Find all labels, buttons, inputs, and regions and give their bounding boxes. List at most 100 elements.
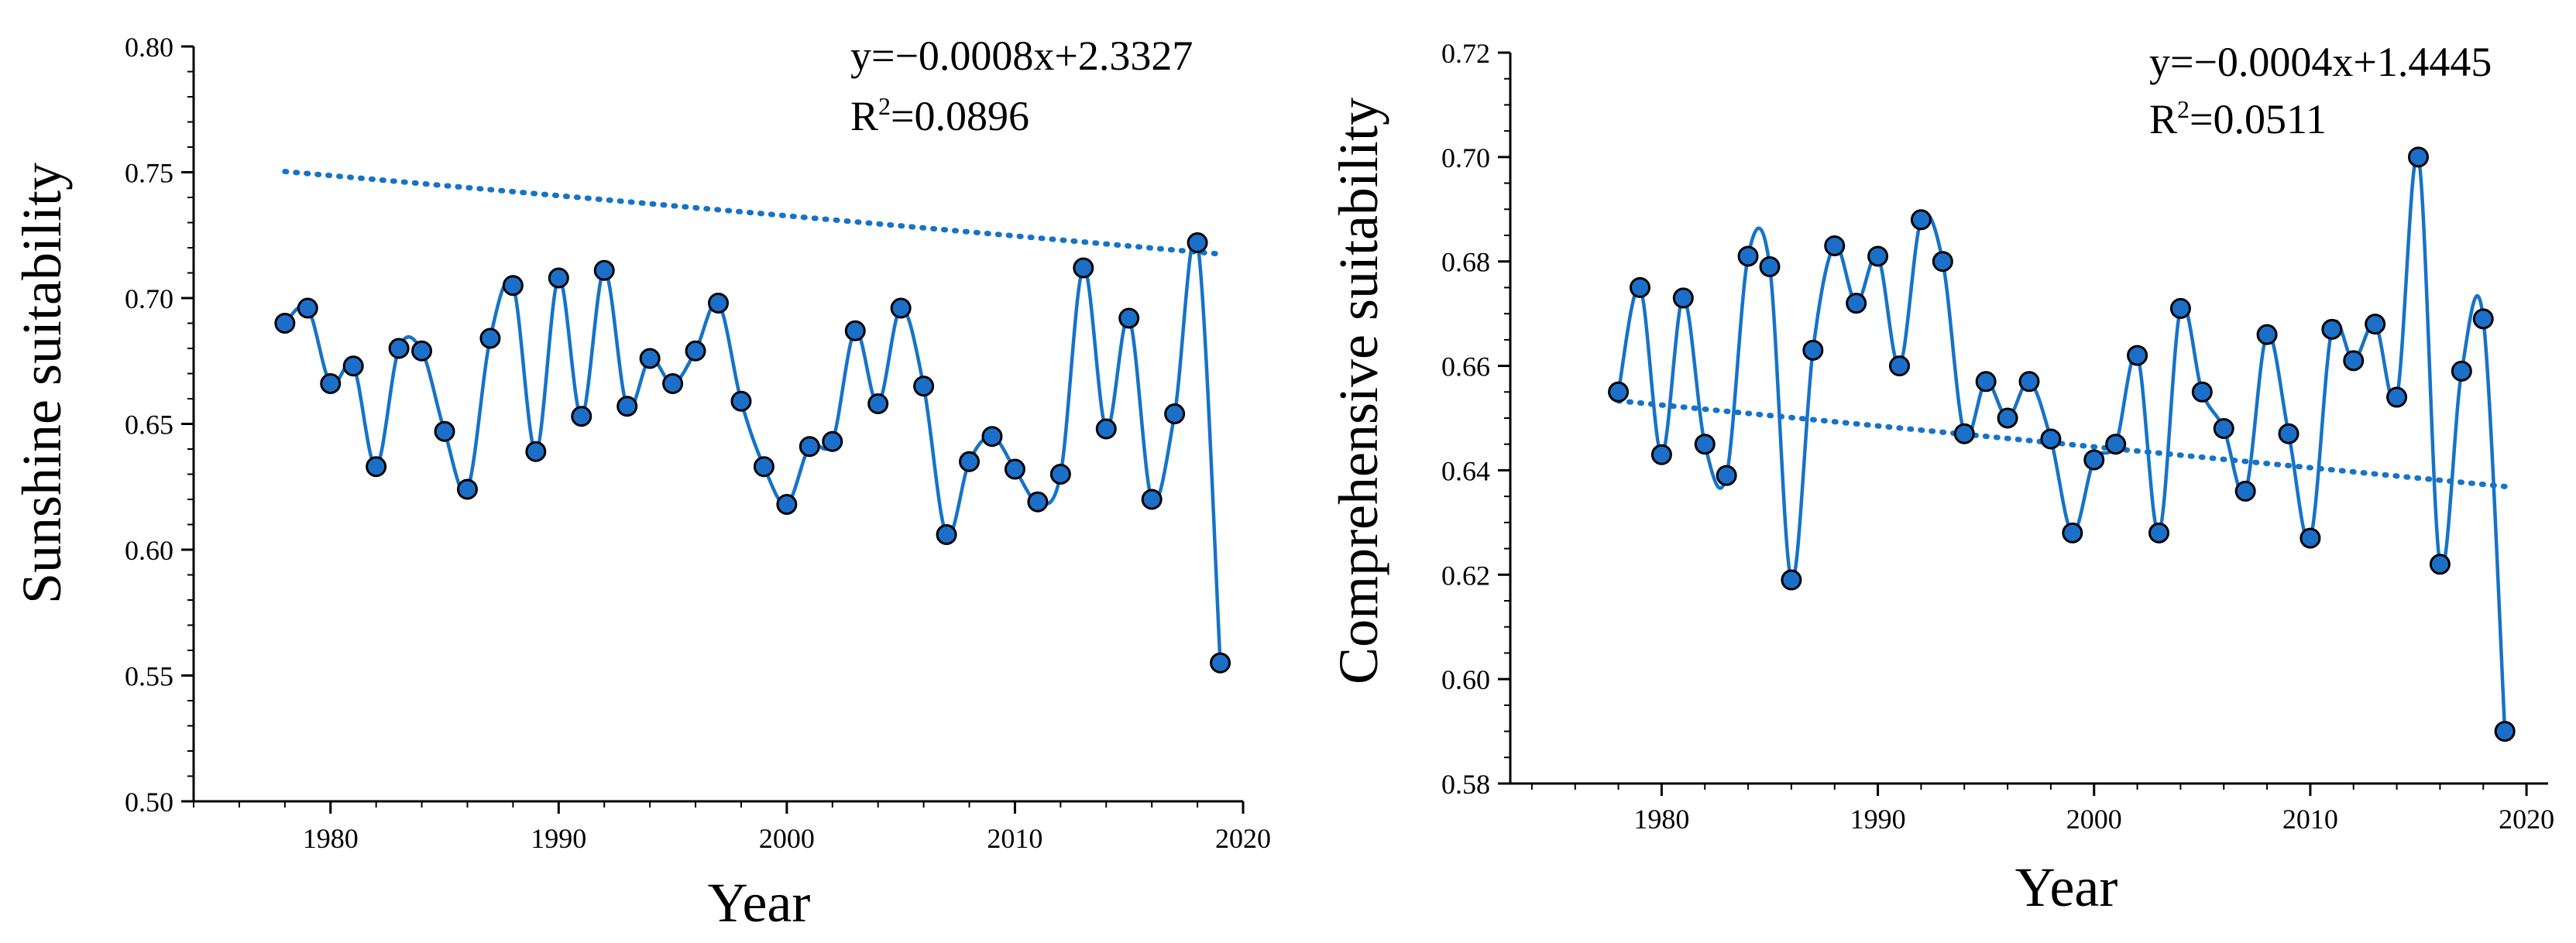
data-point-left <box>867 393 889 414</box>
y-tick-label-left: 0.80 <box>125 32 173 63</box>
data-point-left <box>456 478 478 500</box>
x-axis-title-left: Year <box>708 872 811 934</box>
data-point-left <box>776 494 798 515</box>
r-squared-right: R2=0.0511 <box>2149 95 2327 142</box>
y-tick-label-right: 0.60 <box>1441 664 1490 695</box>
y-tick-label-left: 0.75 <box>125 158 173 189</box>
y-tick-label-right: 0.64 <box>1441 455 1490 486</box>
trend-equation-left: y=−0.0008x+2.3327 <box>850 33 1193 79</box>
trend-equation-right: y=−0.0004x+1.4445 <box>2149 39 2492 85</box>
data-point-left <box>617 396 638 417</box>
data-point-right <box>1846 293 1867 314</box>
data-point-left <box>434 420 455 442</box>
x-tick-label-left: 2010 <box>987 823 1042 854</box>
y-tick-label-right: 0.58 <box>1441 769 1490 800</box>
y-tick-label-right: 0.72 <box>1441 38 1490 69</box>
r-squared-superscript-left: 2 <box>878 92 891 120</box>
data-point-right <box>2300 527 2321 549</box>
data-point-left <box>844 320 866 341</box>
data-point-left <box>320 373 342 394</box>
data-point-right <box>2018 371 2040 393</box>
y-tick-label-right: 0.66 <box>1441 351 1490 382</box>
data-point-right <box>1781 569 1802 591</box>
y-axis-title-right: Comprehensive suitability <box>1327 98 1389 684</box>
r-squared-value-left: =0.0896 <box>891 93 1029 139</box>
data-point-right <box>1932 251 1953 273</box>
sunshine-suitability-chart: y=−0.0008x+2.3327 R2=0.0896 Sunshine sui… <box>11 32 1271 934</box>
data-point-left <box>730 390 752 412</box>
y-tick-label-left: 0.55 <box>125 661 173 692</box>
data-point-left <box>685 340 706 362</box>
data-point-left <box>274 313 296 334</box>
data-point-left <box>913 375 935 397</box>
y-tick-label-left: 0.60 <box>125 535 173 566</box>
data-point-right <box>1802 339 1824 361</box>
x-tick-label-left: 1980 <box>303 823 359 854</box>
series-line-left <box>283 234 1222 664</box>
data-point-left <box>366 456 387 478</box>
data-point-right <box>2365 314 2386 335</box>
data-point-left <box>1073 257 1094 279</box>
data-point-right <box>1910 209 1932 231</box>
data-point-right <box>2040 428 2062 450</box>
data-point-left <box>936 524 957 545</box>
data-point-left <box>1004 458 1025 480</box>
data-point-left <box>1187 232 1208 253</box>
data-point-right <box>1694 434 1716 455</box>
data-point-right <box>1759 255 1781 277</box>
data-point-left <box>411 340 433 362</box>
data-point-right <box>1824 235 1846 256</box>
x-tick-label-right: 1980 <box>1633 804 1689 835</box>
data-point-left <box>525 441 547 462</box>
data-point-right <box>1608 381 1630 403</box>
data-point-right <box>2408 146 2429 168</box>
x-tick-label-right: 2010 <box>2282 804 2338 835</box>
y-tick-label-right: 0.70 <box>1441 142 1490 173</box>
data-point-left <box>639 348 661 369</box>
data-point-right <box>2148 522 2169 544</box>
r-squared-symbol-left: R <box>850 93 878 139</box>
data-point-right <box>2343 350 2365 372</box>
y-tick-label-right: 0.68 <box>1441 247 1490 278</box>
data-point-right <box>1630 276 1650 298</box>
data-point-left <box>571 406 592 427</box>
data-point-left <box>1210 652 1231 674</box>
data-point-right <box>2321 318 2343 340</box>
data-point-right <box>2105 434 2127 455</box>
data-point-right <box>2062 522 2083 544</box>
data-point-left <box>822 430 843 452</box>
data-point-right <box>2169 297 2191 319</box>
y-axis-title-left: Sunshine suitability <box>11 163 73 604</box>
x-tick-label-right: 2000 <box>2066 804 2122 835</box>
data-point-right <box>2386 386 2408 408</box>
data-point-right <box>2213 417 2234 439</box>
data-point-left <box>799 436 820 458</box>
data-point-left <box>708 293 729 314</box>
data-point-right <box>2256 324 2278 345</box>
data-point-right <box>1737 245 1759 267</box>
data-point-right <box>1953 423 1975 444</box>
data-point-left <box>1164 403 1186 424</box>
x-tick-label-right: 2020 <box>2499 804 2554 835</box>
data-point-right <box>1867 245 1889 267</box>
data-point-left <box>297 297 318 319</box>
data-point-left <box>753 456 775 478</box>
r-squared-symbol-right: R <box>2149 96 2177 142</box>
data-point-right <box>1997 407 2018 429</box>
y-tick-label-left: 0.70 <box>125 283 173 314</box>
data-point-right <box>2494 721 2516 742</box>
data-point-right <box>1975 371 1997 393</box>
data-point-right <box>2127 345 2148 366</box>
comprehensive-suitability-chart: y=−0.0004x+1.4445 R2=0.0511 Comprehensiv… <box>1327 38 2554 918</box>
data-point-right <box>2472 308 2494 330</box>
data-point-left <box>502 275 524 297</box>
data-point-right <box>2083 449 2105 471</box>
data-point-left <box>1118 307 1140 329</box>
x-tick-label-left: 2000 <box>759 823 815 854</box>
x-tick-label-right: 1990 <box>1850 804 1906 835</box>
data-point-left <box>662 373 684 394</box>
x-tick-label-left: 1990 <box>531 823 586 854</box>
trend-line-right <box>1616 398 2508 489</box>
data-point-left <box>479 327 501 349</box>
